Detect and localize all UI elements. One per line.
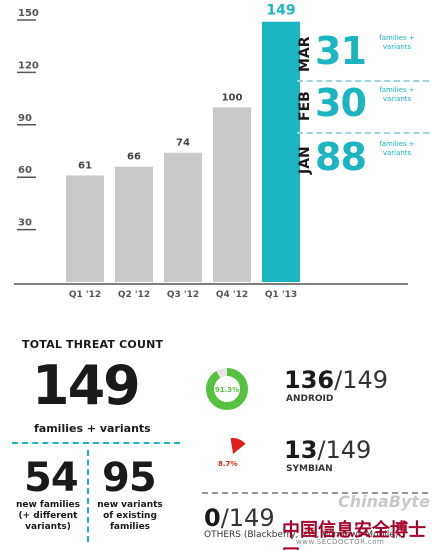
bar	[213, 107, 251, 282]
month-value: 88	[315, 135, 367, 179]
month-row-jan: JAN 88 families + variants	[297, 132, 429, 188]
month-note: families + variants	[379, 140, 415, 157]
y-tick-label: 150	[18, 8, 39, 19]
bar-value-label: 66	[127, 152, 141, 163]
symbian-name: SYMBIAN	[286, 464, 333, 474]
android-name: ANDROID	[286, 394, 334, 404]
split-divider	[87, 450, 89, 542]
bar	[262, 21, 300, 282]
android-percent: 91.3%	[215, 386, 239, 394]
threat-bar-chart: 30 60 90 120 150 61 Q1 '12 66 Q2 '12 74 Q3 '12 100 Q…	[14, 3, 408, 300]
total-title: TOTAL THREAT COUNT	[22, 338, 164, 351]
bar-value-label: 61	[78, 160, 92, 171]
label-line: of existing	[103, 511, 157, 521]
x-tick-label: Q1 '13	[265, 290, 297, 300]
month-note: families + variants	[379, 86, 415, 103]
new-families-value: 54	[24, 455, 79, 501]
others-count: 0/149	[204, 504, 275, 532]
x-tick-label: Q2 '12	[118, 290, 150, 300]
label-line: new variants	[97, 500, 163, 510]
new-families-label: new families (+ different variants)	[12, 500, 84, 533]
x-tick-label: Q1 '12	[69, 290, 101, 300]
count: 13	[284, 436, 318, 464]
new-variants-value: 95	[102, 455, 157, 501]
month-value: 30	[315, 81, 367, 125]
watermark-site: ChinaByte	[338, 492, 430, 511]
label-line: families	[109, 522, 151, 532]
denominator: /149	[317, 436, 372, 464]
symbian-slice	[230, 438, 246, 454]
watermark-url: www.SECDOCTOR.com	[296, 538, 385, 546]
x-tick-label: Q3 '12	[167, 290, 199, 300]
month-row-mar: MAR 31 families + variants	[297, 26, 429, 82]
android-count: 136/149	[284, 366, 388, 394]
count: 136	[284, 366, 335, 394]
month-divider	[297, 80, 429, 82]
platform-divider	[202, 492, 428, 494]
total-value: 149	[32, 354, 141, 417]
y-tick-label: 90	[18, 113, 32, 124]
bar-value-label: 149	[266, 3, 295, 19]
month-name: FEB	[297, 91, 313, 121]
bar-value-label: 74	[176, 138, 190, 149]
label-line: variants)	[25, 522, 71, 532]
android-donut: 91.3%	[206, 368, 248, 410]
slice-wedge	[230, 438, 246, 454]
x-tick-label: Q4 '12	[216, 290, 248, 300]
count: 0	[204, 504, 221, 532]
denominator: /149	[220, 504, 275, 532]
watermark-cn: 中国信息安全博士网	[282, 520, 426, 550]
bar-value-label: 100	[222, 92, 243, 103]
others-name: OTHERS (Blackberry, iOS, Windows Mobile)	[204, 530, 399, 540]
label-line: new families	[15, 500, 81, 510]
symbian-count: 13/149	[284, 436, 371, 464]
bar	[66, 175, 104, 282]
month-value: 31	[315, 29, 367, 73]
label-line: (+ different	[18, 511, 78, 521]
month-divider	[297, 132, 429, 134]
denominator: /149	[334, 366, 389, 394]
y-tick-label: 120	[18, 60, 39, 71]
month-row-feb: FEB 30 families + variants	[297, 78, 429, 134]
bar	[164, 152, 202, 282]
y-tick-label: 30	[18, 218, 32, 229]
bar	[115, 166, 153, 282]
month-name: JAN	[297, 146, 313, 174]
y-tick-label: 60	[18, 165, 32, 176]
donut-fill	[206, 368, 248, 410]
total-divider	[12, 442, 180, 444]
new-variants-label: new variants of existing families	[92, 500, 168, 533]
month-note: families + variants	[379, 34, 415, 51]
total-subtitle: families + variants	[34, 422, 151, 435]
symbian-percent: 8.7%	[218, 460, 238, 468]
month-name: MAR	[297, 36, 313, 72]
